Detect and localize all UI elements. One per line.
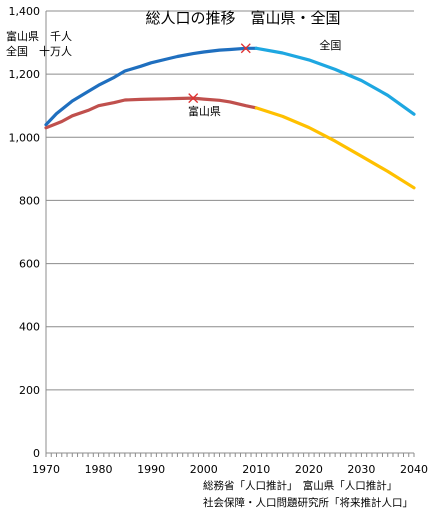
axes (45, 11, 414, 454)
x-tick-label-2030: 2030 (347, 463, 375, 476)
x-tick-label-2020: 2020 (295, 463, 323, 476)
gridlines (46, 10, 414, 391)
source-line-1: 総務省「人口推計」 富山県「人口推計」 (203, 479, 397, 492)
y-tick-label-400: 400 (19, 321, 40, 334)
y-tick-label-1200: 1,200 (9, 68, 41, 81)
unit-label-toyama: 富山県 千人 (6, 29, 72, 43)
x-tick-label-1990: 1990 (137, 463, 165, 476)
x-tick-label-2040: 2040 (400, 463, 428, 476)
x-tick-label-2010: 2010 (242, 463, 270, 476)
series-line-1-projection (254, 46, 416, 116)
x-axis-tick-labels: 1970 1980 1990 2000 2010 2020 2030 2040 (32, 463, 428, 476)
series-line-2-actual (44, 96, 258, 130)
y-axis-tick-labels: 0 200 400 600 800 1,000 1,200 1,400 (9, 5, 41, 460)
peak-markers (188, 43, 251, 104)
y-tick-label-600: 600 (19, 258, 40, 271)
y-tick-label-800: 800 (19, 194, 40, 207)
unit-label-japan: 全国 十万人 (6, 44, 72, 58)
source-line-2: 社会保障・人口問題研究所「将来推計人口」 (203, 496, 413, 509)
y-tick-label-1000: 1,000 (9, 131, 41, 144)
series-line-0-actual (44, 46, 258, 127)
y-tick-label-0: 0 (33, 447, 40, 460)
series-line-3-projection (254, 106, 416, 190)
x-axis-minor-ticks (45, 453, 415, 457)
series-label-0: 全国 (319, 38, 341, 52)
chart-title: 総人口の推移 富山県・全国 (145, 9, 340, 27)
y-tick-label-1400: 1,400 (9, 5, 41, 18)
series-label-1: 富山県 (188, 104, 221, 118)
y-tick-label-200: 200 (19, 384, 40, 397)
peak-marker-1 (188, 93, 199, 104)
x-tick-label-2000: 2000 (190, 463, 218, 476)
x-tick-label-1980: 1980 (85, 463, 113, 476)
series-lines (44, 46, 416, 190)
x-tick-label-1970: 1970 (32, 463, 60, 476)
peak-marker-0 (240, 43, 251, 54)
